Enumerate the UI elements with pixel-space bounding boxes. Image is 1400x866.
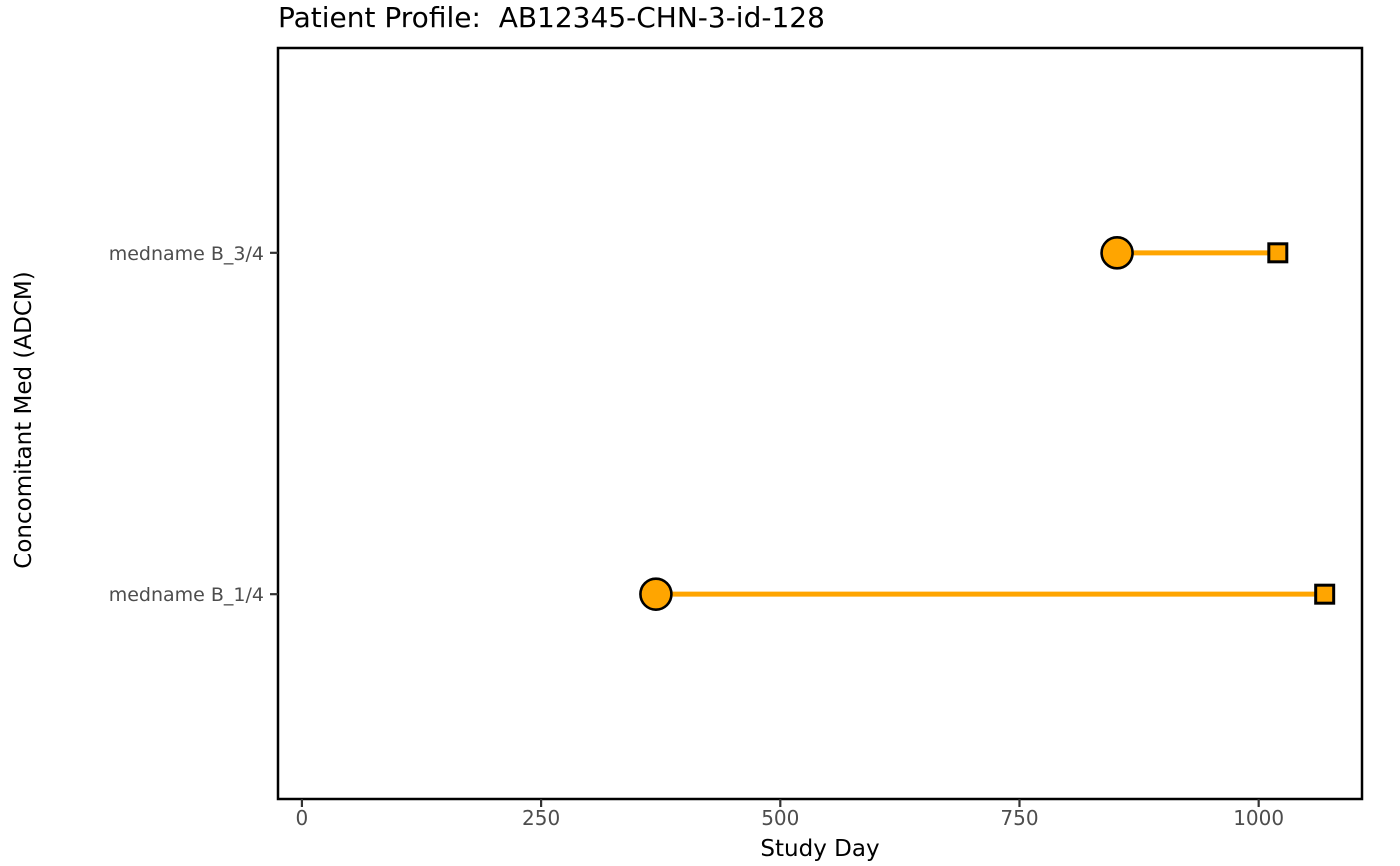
y-axis-title: Concomitant Med (ADCM) <box>11 271 37 569</box>
chart-title: Patient Profile: AB12345-CHN-3-id-128 <box>278 1 825 34</box>
x-tick-label: 750 <box>1000 806 1038 830</box>
segment-start-circle <box>639 577 673 611</box>
y-tick-label: medname B_3/4 <box>109 243 264 265</box>
segment-start-circle <box>1100 236 1134 270</box>
segment-end-square <box>1314 583 1336 605</box>
x-tick-label: 1000 <box>1233 806 1284 830</box>
y-tick-label: medname B_1/4 <box>109 584 264 606</box>
x-tick-label: 0 <box>296 806 309 830</box>
x-tick-label: 500 <box>761 806 799 830</box>
x-tick-label: 250 <box>522 806 560 830</box>
x-axis-title: Study Day <box>760 836 880 862</box>
panel-border <box>276 46 1364 801</box>
segment-end-square <box>1267 242 1289 264</box>
